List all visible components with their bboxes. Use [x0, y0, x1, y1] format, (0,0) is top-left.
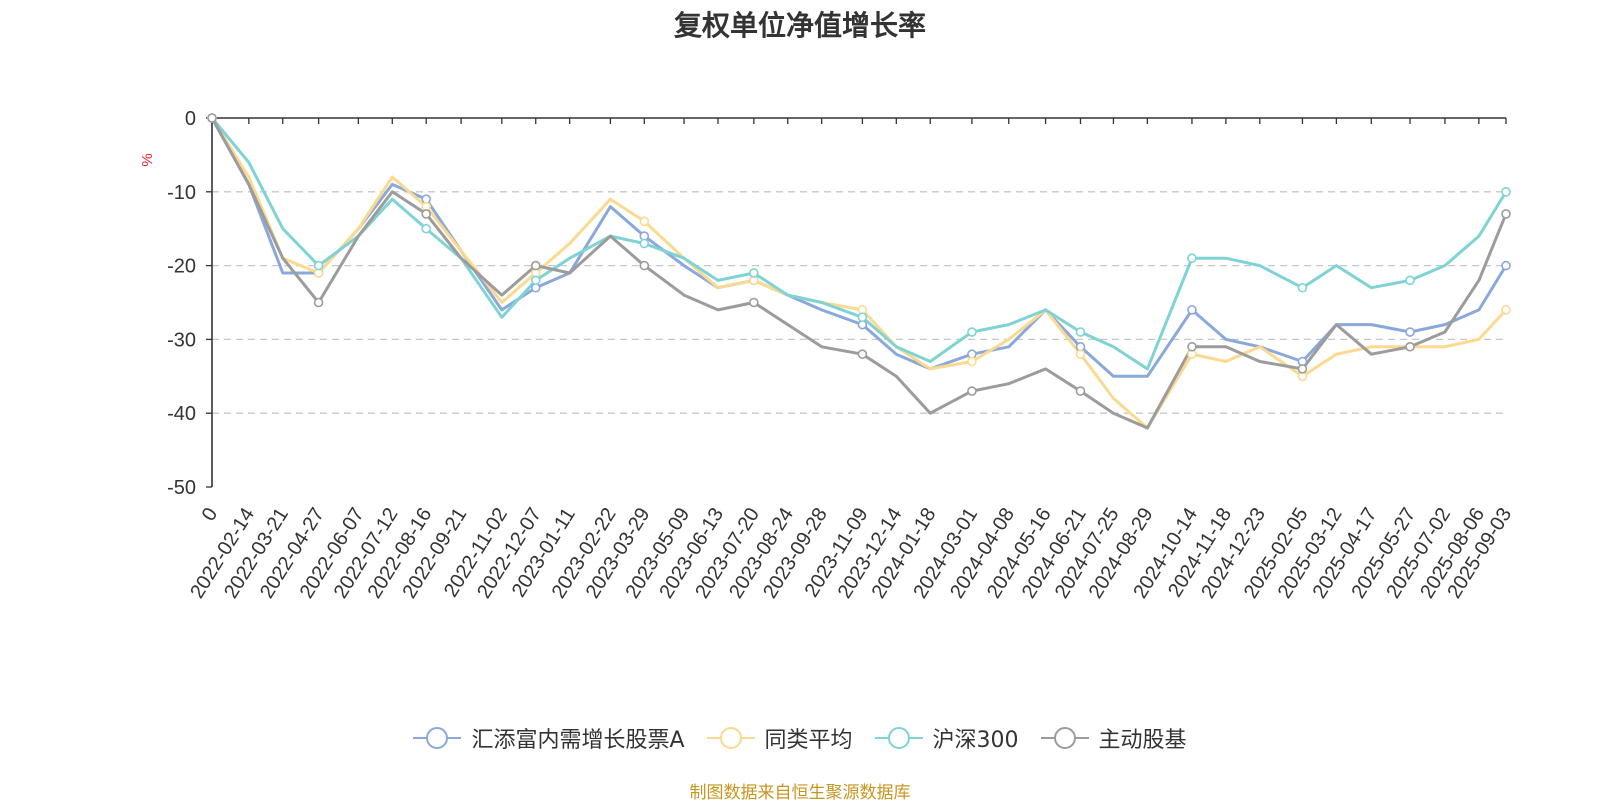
axes	[206, 117, 1507, 488]
series-line-3	[210, 117, 1508, 430]
data-point	[530, 260, 541, 271]
y-tick-label: -10	[167, 182, 196, 204]
legend-label: 同类平均	[764, 728, 853, 753]
legend-swatch-icon	[1040, 727, 1089, 749]
legend-label: 汇添富内需增长股票A	[471, 728, 685, 753]
data-point	[1501, 187, 1511, 197]
legend-swatch-marker	[719, 727, 742, 749]
legend-item[interactable]: 主动股基	[1040, 722, 1187, 754]
data-point	[967, 356, 977, 367]
data-point	[967, 327, 977, 337]
data-point	[1501, 209, 1511, 219]
data-point	[1187, 253, 1197, 264]
data-point	[421, 209, 432, 219]
data-point	[421, 223, 432, 234]
data-point	[639, 260, 650, 271]
x-tick-labels: 02022-02-142022-03-212022-04-272022-06-0…	[186, 504, 1516, 602]
data-point	[1405, 275, 1415, 286]
data-point	[313, 297, 324, 308]
series-line-1	[210, 117, 1508, 430]
data-point	[749, 297, 759, 308]
data-point	[1297, 282, 1308, 293]
data-point	[1075, 386, 1086, 396]
data-point	[1405, 341, 1415, 352]
data-point	[1187, 305, 1197, 315]
grid-lines	[212, 191, 1506, 414]
legend-swatch-icon	[874, 727, 923, 749]
data-source-note: 制图数据来自恒生聚源数据库	[689, 783, 911, 803]
y-tick-label: -40	[167, 403, 196, 425]
legend-swatch-icon	[706, 727, 755, 749]
data-point	[1075, 349, 1086, 359]
y-tick-label: 0	[185, 108, 196, 130]
legend-item[interactable]: 汇添富内需增长股票A	[413, 722, 685, 754]
legend-swatch-icon	[413, 727, 462, 749]
y-axis-label: %	[139, 153, 156, 166]
data-point	[1075, 327, 1086, 337]
data-point	[749, 268, 759, 278]
data-point	[313, 260, 324, 271]
legend-item[interactable]: 同类平均	[706, 722, 853, 754]
series-lines	[210, 117, 1508, 430]
data-point	[1297, 364, 1308, 374]
data-point	[1405, 327, 1415, 337]
data-point	[639, 238, 650, 249]
data-point	[207, 113, 217, 123]
y-tick-labels: 0 -10 -20 -30 -40 -50	[167, 108, 196, 499]
legend-label: 沪深300	[932, 728, 1019, 753]
data-point	[530, 275, 541, 286]
y-tick-label: -20	[167, 256, 196, 278]
series-line-2	[210, 117, 1508, 371]
legend-swatch-marker	[426, 727, 449, 749]
x-tick-label: 0	[198, 504, 223, 525]
legend-label: 主动股基	[1098, 728, 1187, 753]
y-tick-label: -50	[167, 477, 196, 499]
data-point	[1501, 260, 1511, 271]
legend: 汇添富内需增长股票A 同类平均 沪深300 主动股基	[0, 722, 1600, 754]
data-point	[857, 312, 868, 323]
data-point	[857, 349, 868, 359]
y-tick-label: -30	[167, 329, 196, 351]
line-chart: % 0 -10 -20 -30 -40 -50 02022-02-142022-03-21…	[139, 108, 1516, 602]
chart-title: 复权单位净值增长率	[673, 9, 926, 42]
series-line-0	[210, 117, 1508, 378]
data-point	[639, 216, 650, 227]
series-markers	[207, 113, 1511, 396]
data-point	[1501, 305, 1511, 315]
legend-swatch-marker	[887, 727, 910, 749]
data-point	[1187, 341, 1197, 352]
legend-swatch-marker	[1053, 727, 1076, 749]
data-point	[967, 386, 977, 396]
legend-item[interactable]: 沪深300	[874, 722, 1019, 754]
